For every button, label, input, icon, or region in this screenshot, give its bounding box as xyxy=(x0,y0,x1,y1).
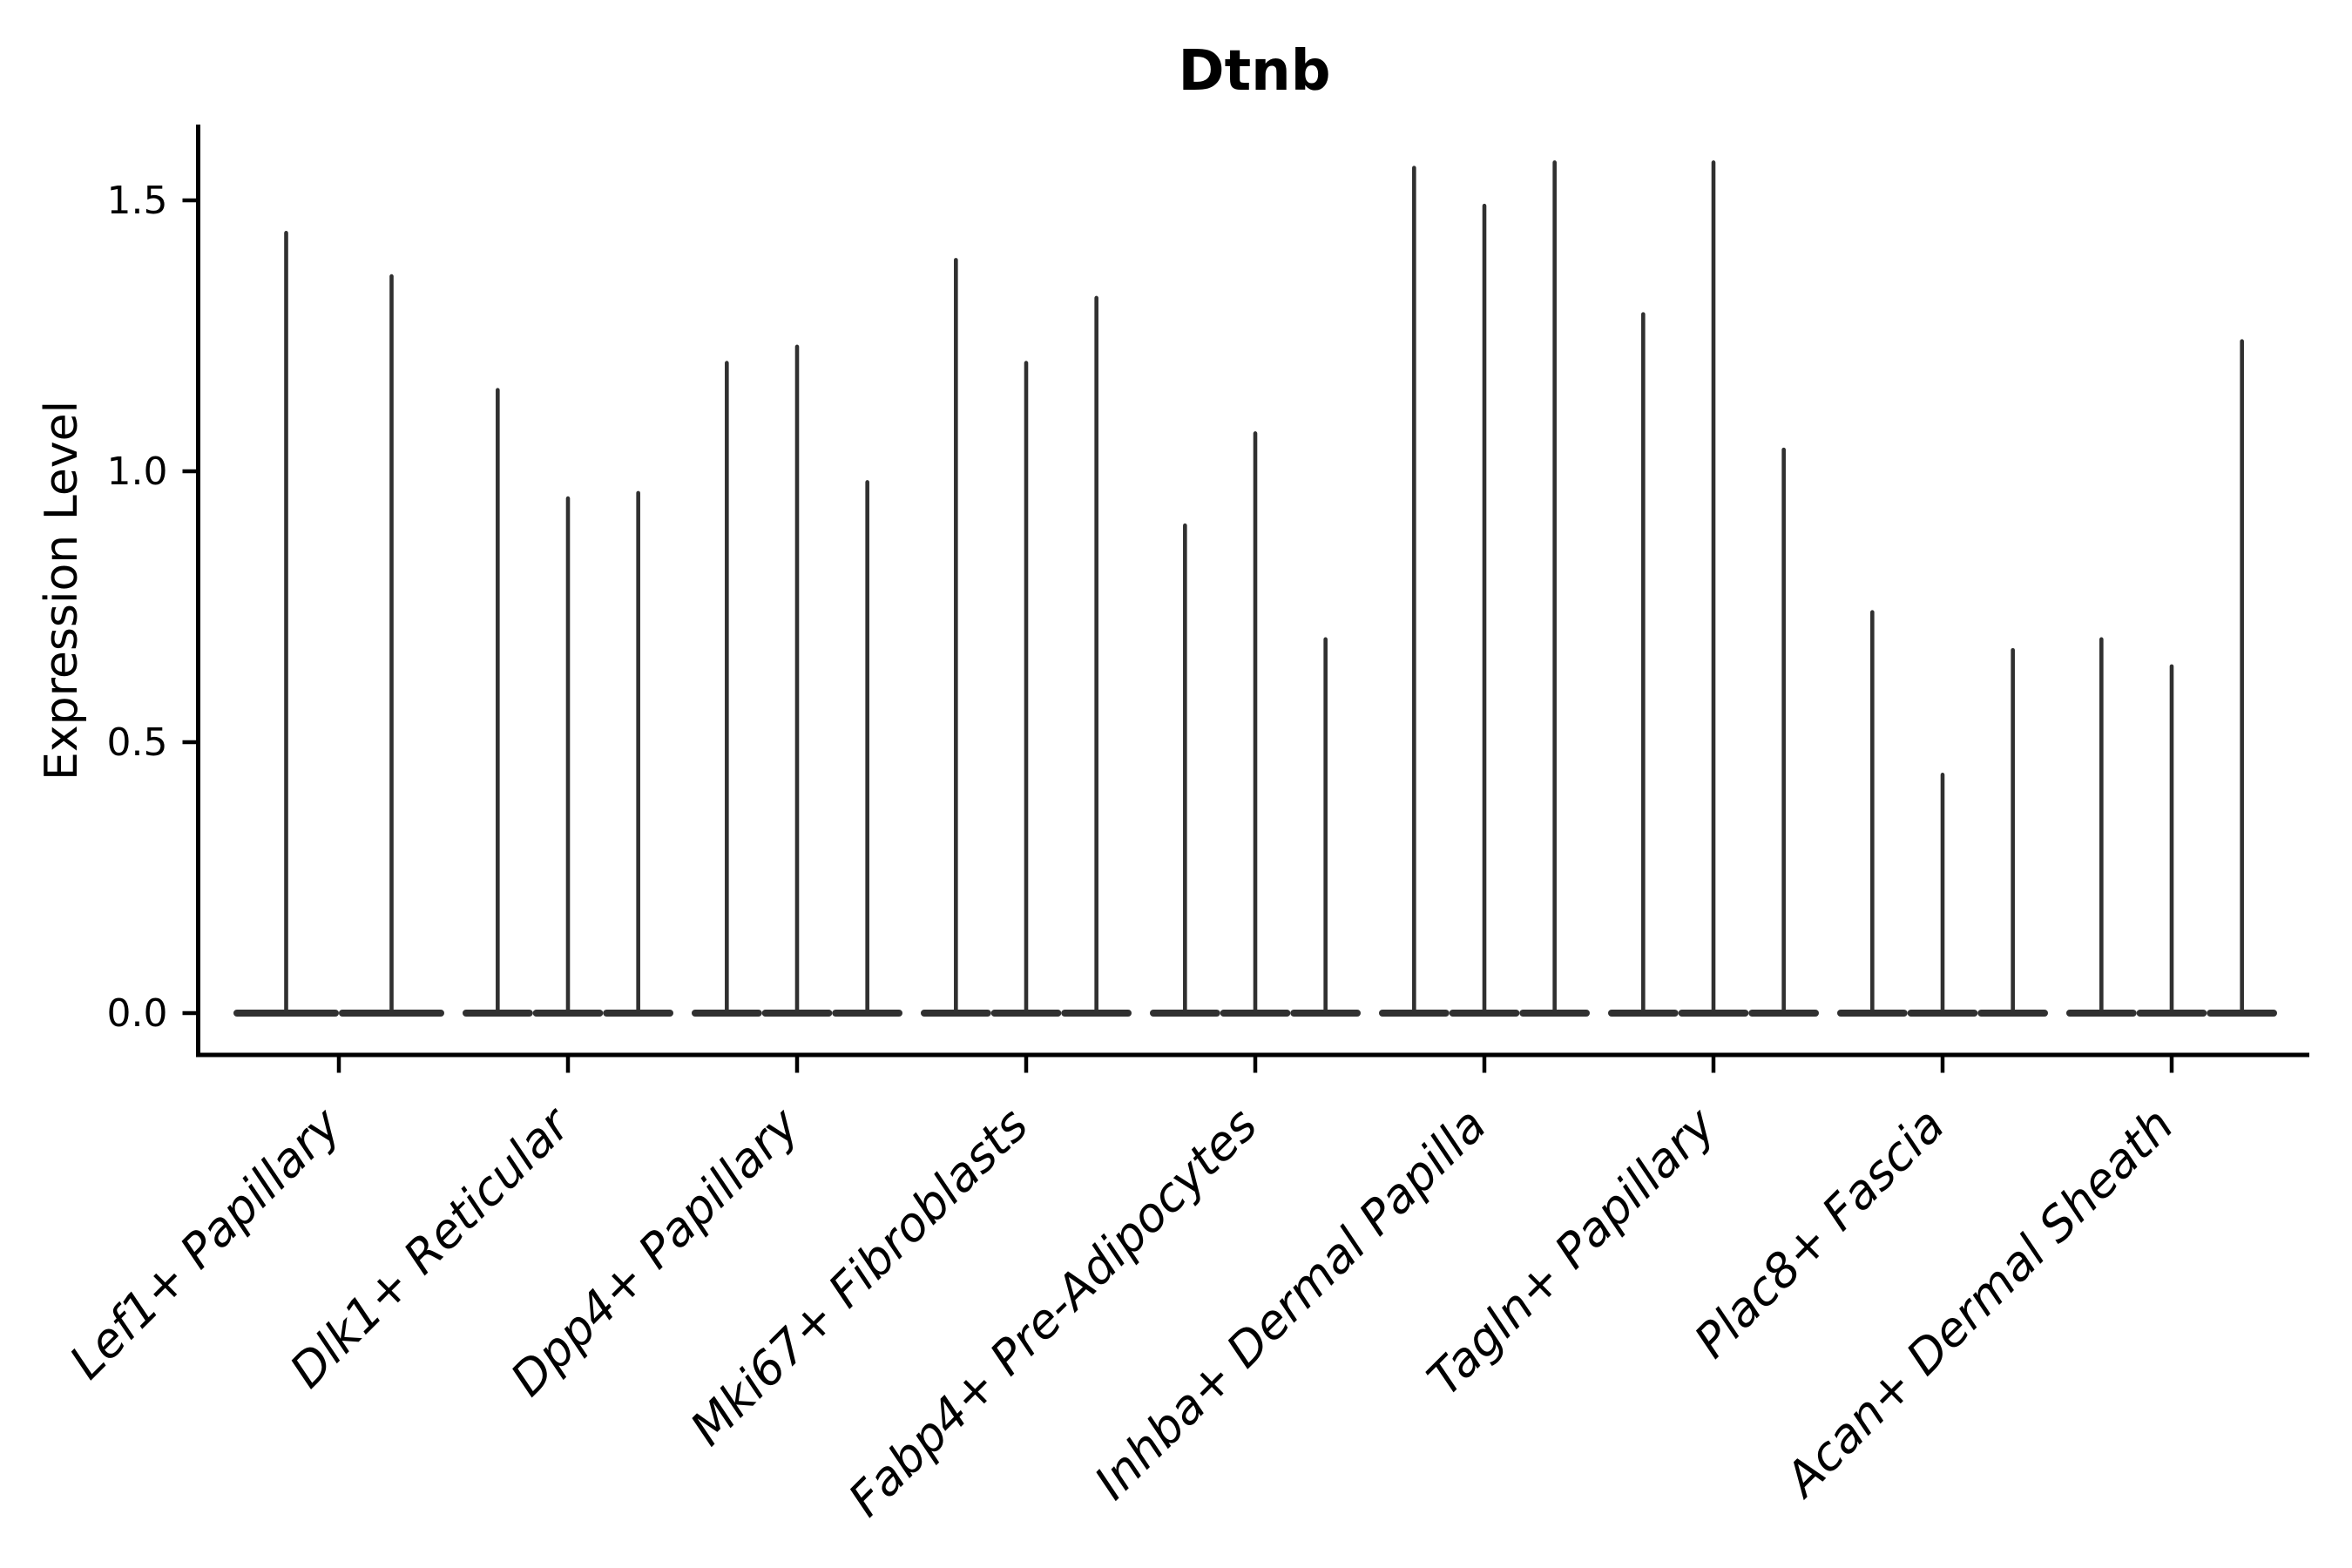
violin-base xyxy=(1608,1010,1679,1017)
violin-base xyxy=(1290,1010,1361,1017)
y-tick-label: 0.0 xyxy=(107,991,168,1036)
x-tick-label: Acan+ Dermal Sheath xyxy=(1773,1098,2184,1509)
x-tick-label: Inhba+ Dermal Papilla xyxy=(1084,1098,1497,1511)
violin-base xyxy=(990,1010,1062,1017)
y-tick-label: 1.5 xyxy=(107,179,168,223)
violin-base xyxy=(2136,1010,2207,1017)
violins-layer xyxy=(233,160,2277,1017)
y-tick-label: 1.0 xyxy=(107,449,168,494)
violin-base xyxy=(1220,1010,1291,1017)
chart-title: Dtnb xyxy=(1178,39,1330,104)
violin-base xyxy=(1748,1010,1819,1017)
violin-base xyxy=(1837,1010,1908,1017)
x-tick-label: Fabp4+ Pre-Adipocytes xyxy=(838,1098,1267,1527)
violin-base xyxy=(339,1010,444,1017)
violin-base xyxy=(2066,1010,2137,1017)
y-axis-label: Expression Level xyxy=(36,401,88,781)
violin-base xyxy=(532,1010,604,1017)
violin-base xyxy=(1678,1010,1749,1017)
violin-base xyxy=(1977,1010,2048,1017)
axes-layer xyxy=(196,125,2309,1058)
violin-base xyxy=(761,1010,833,1017)
violin-base xyxy=(463,1010,533,1017)
violin-base xyxy=(1907,1010,1978,1017)
violin-base xyxy=(921,1010,991,1017)
violin-base xyxy=(1379,1010,1450,1017)
violin-base xyxy=(1519,1010,1590,1017)
violin-base xyxy=(1061,1010,1132,1017)
violin-base xyxy=(1449,1010,1520,1017)
violin-base xyxy=(2207,1010,2277,1017)
violin-base xyxy=(233,1010,339,1017)
violin-base xyxy=(1150,1010,1220,1017)
violin-base xyxy=(603,1010,673,1017)
violin-base xyxy=(692,1010,762,1017)
y-tick-label: 0.5 xyxy=(107,720,168,765)
violin-base xyxy=(832,1010,902,1017)
